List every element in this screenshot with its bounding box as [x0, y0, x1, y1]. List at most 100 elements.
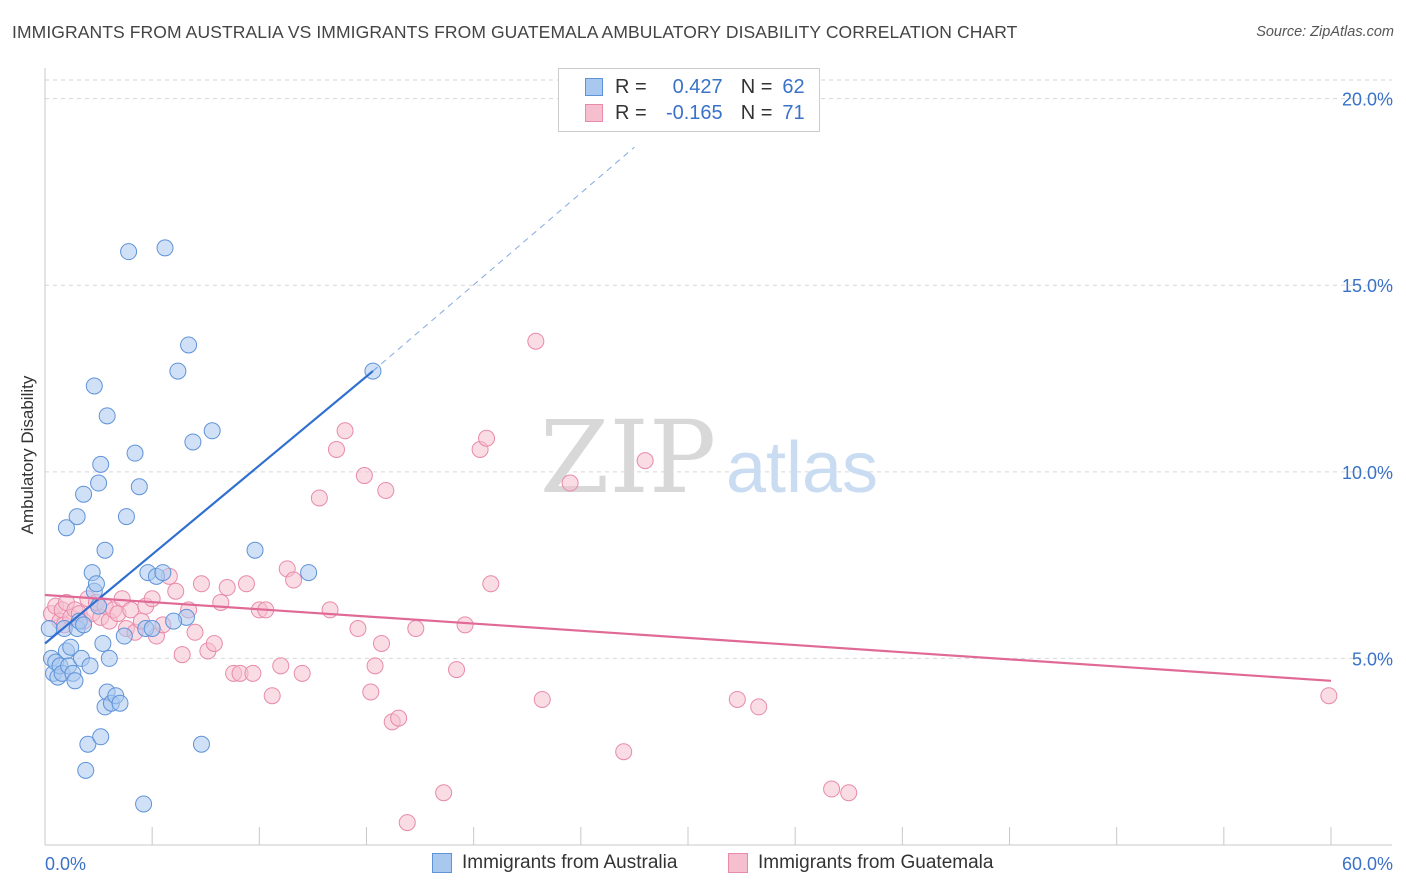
guatemala-point — [263, 687, 281, 705]
guatemala-point — [1320, 687, 1338, 705]
legend-label-australia: Immigrants from Australia — [462, 852, 678, 873]
guatemala-point — [823, 780, 841, 798]
guatemala-point — [143, 590, 161, 608]
guatemala-point — [527, 332, 545, 350]
guatemala-point — [750, 698, 768, 716]
guatemala-point — [285, 571, 303, 589]
australia-point — [120, 243, 138, 261]
australia-point — [203, 422, 221, 440]
australia-point — [156, 239, 174, 257]
australia-point — [75, 485, 93, 503]
guatemala-point — [728, 690, 746, 708]
australia-point — [98, 407, 116, 425]
watermark-zip: ZIP — [540, 399, 716, 516]
guatemala-point — [456, 616, 474, 634]
guatemala-point — [167, 582, 185, 600]
legend-n-value-australia: 62 — [782, 75, 805, 98]
australia-point — [135, 795, 153, 813]
guatemala-point — [336, 422, 354, 440]
australia-point — [115, 627, 133, 645]
australia-point — [57, 519, 75, 537]
guatemala-point — [561, 474, 579, 492]
legend-n-value-guatemala: 71 — [782, 101, 805, 124]
guatemala-points — [42, 332, 1338, 832]
y-tick-label: 5.0% — [1352, 649, 1393, 669]
australia-point — [126, 444, 144, 462]
australia-points — [40, 239, 382, 813]
legend-row-guatemala: R = -0.165 N = 71 — [585, 101, 805, 125]
guatemala-swatch — [585, 104, 603, 122]
guatemala-point — [840, 784, 858, 802]
watermark-atlas: atlas — [726, 428, 878, 508]
guatemala-trend-line — [44, 593, 1332, 682]
australia-point — [96, 541, 114, 559]
guatemala-point — [321, 601, 339, 619]
guatemala-point — [244, 664, 262, 682]
australia-point — [90, 597, 108, 615]
legend-row-australia: R = 0.427 N = 62 — [585, 75, 805, 99]
chart-title: IMMIGRANTS FROM AUSTRALIA VS IMMIGRANTS … — [12, 22, 1018, 42]
guatemala-point — [398, 814, 416, 832]
y-tick-label: 20.0% — [1342, 90, 1393, 110]
australia-point — [111, 694, 129, 712]
guatemala-point — [407, 620, 425, 638]
guatemala-point — [615, 743, 633, 761]
legend-r-value-australia: 0.427 — [672, 75, 723, 98]
guatemala-point — [377, 481, 395, 499]
australia-point — [117, 508, 135, 526]
guatemala-point — [482, 575, 500, 593]
series-legend: Immigrants from Australia Immigrants fro… — [0, 852, 1406, 876]
guatemala-point — [293, 664, 311, 682]
australia-point — [180, 336, 198, 354]
australia-point — [169, 362, 187, 380]
australia-point — [66, 672, 84, 690]
australia-swatch — [585, 78, 603, 96]
guatemala-point — [362, 683, 380, 701]
australia-point — [143, 620, 161, 638]
axes — [44, 68, 1392, 846]
guatemala-point — [186, 623, 204, 641]
guatemala-point — [478, 429, 496, 447]
guatemala-legend-swatch — [728, 853, 748, 873]
australia-point — [154, 564, 172, 582]
australia-point — [246, 541, 264, 559]
guatemala-point — [310, 489, 328, 507]
australia-point — [90, 474, 108, 492]
guatemala-point — [192, 575, 210, 593]
australia-trend-extension — [372, 146, 635, 372]
guatemala-point — [327, 440, 345, 458]
australia-point — [85, 377, 103, 395]
correlation-legend: R = 0.427 N = 62 R = -0.165 N = 71 — [558, 68, 820, 132]
x-tick-label-min: 0.0% — [45, 854, 86, 874]
guatemala-point — [237, 575, 255, 593]
legend-item-australia[interactable]: Immigrants from Australia — [432, 852, 677, 874]
guatemala-point — [636, 452, 654, 470]
guatemala-point — [272, 657, 290, 675]
australia-point — [77, 761, 95, 779]
trend-lines — [44, 146, 1332, 682]
x-tick-label-max: 60.0% — [1342, 854, 1393, 874]
australia-point — [100, 649, 118, 667]
y-tick-label: 15.0% — [1342, 276, 1393, 296]
tick-labels: 5.0% 10.0% 15.0% 20.0% 0.0% 60.0% — [45, 90, 1393, 874]
australia-legend-swatch — [432, 853, 452, 873]
guatemala-point — [349, 620, 367, 638]
guatemala-point — [366, 657, 384, 675]
guatemala-point — [435, 784, 453, 802]
guatemala-point — [390, 709, 408, 727]
guatemala-point — [173, 646, 191, 664]
australia-point — [87, 575, 105, 593]
australia-point — [192, 735, 210, 753]
australia-point — [68, 508, 86, 526]
guatemala-point — [373, 634, 391, 652]
guatemala-point — [218, 579, 236, 597]
australia-point — [81, 657, 99, 675]
australia-point — [75, 616, 93, 634]
legend-item-guatemala[interactable]: Immigrants from Guatemala — [728, 852, 993, 874]
legend-n-key: N = — [740, 101, 773, 124]
australia-point — [62, 638, 80, 656]
legend-r-key: R = — [615, 75, 647, 98]
australia-point — [184, 433, 202, 451]
guatemala-point — [205, 634, 223, 652]
